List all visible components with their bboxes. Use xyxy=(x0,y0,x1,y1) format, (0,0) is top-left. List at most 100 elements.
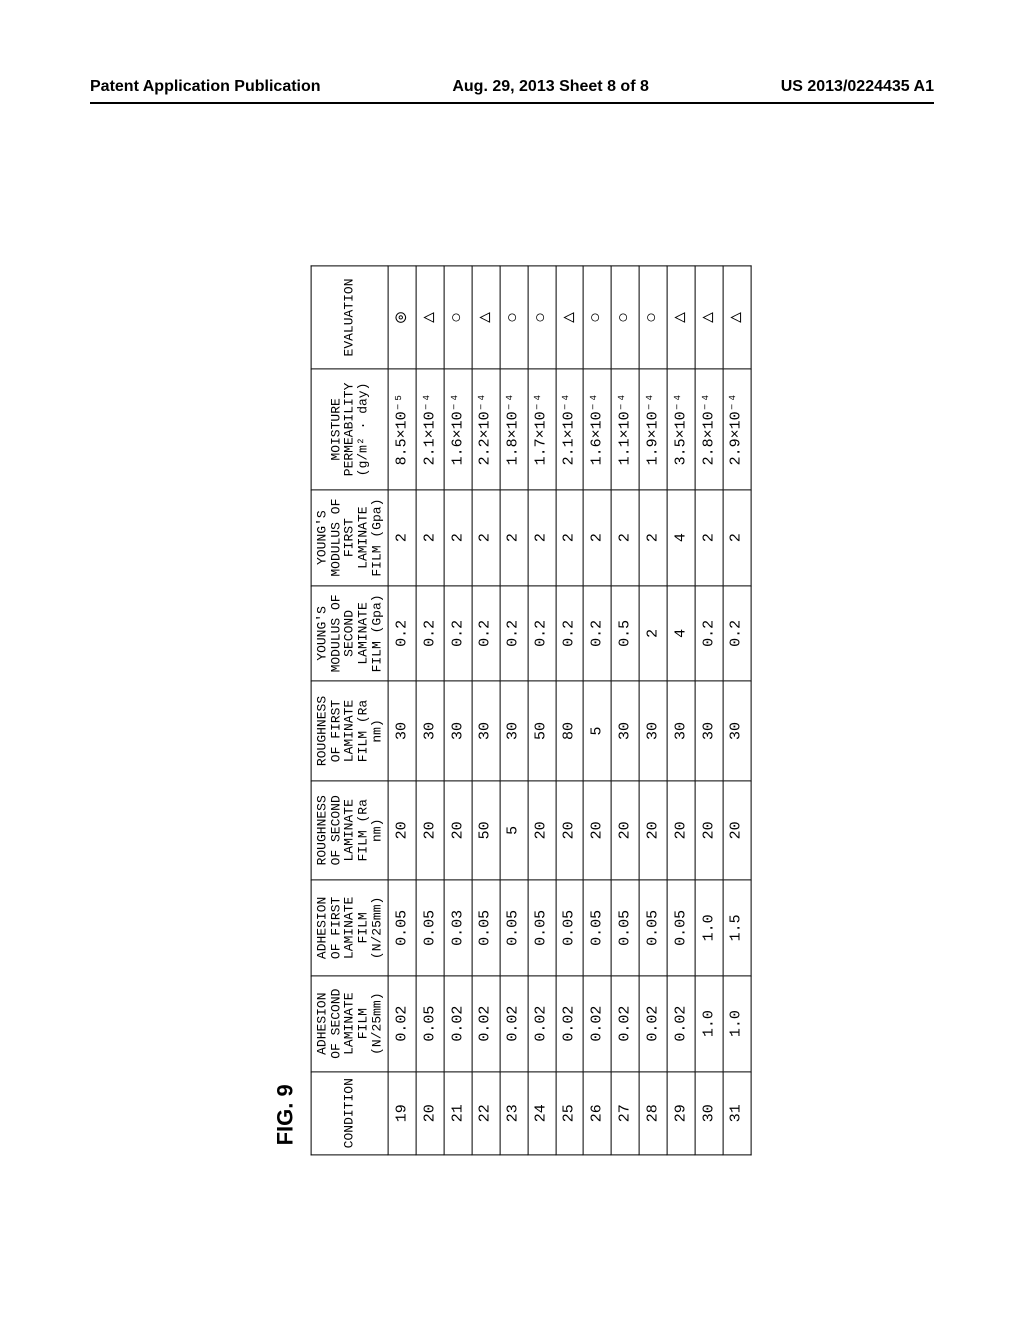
table-cell: 0.05 xyxy=(388,880,416,976)
rotated-content: FIG. 9 CONDITION ADHESION OF SECOND LAMI… xyxy=(273,265,752,1155)
header-left: Patent Application Publication xyxy=(90,78,321,96)
table-cell: △ xyxy=(667,266,695,369)
table-cell: 1.7×10⁻⁴ xyxy=(528,369,556,490)
table-row: 190.020.0520300.228.5×10⁻⁵◎ xyxy=(388,266,416,1155)
table-cell: 0.02 xyxy=(667,975,695,1071)
table-cell: 20 xyxy=(584,780,612,879)
table-cell: ○ xyxy=(528,266,556,369)
table-cell: 80 xyxy=(556,681,584,780)
table-cell: 2 xyxy=(472,489,500,585)
table-cell: 1.1×10⁻⁴ xyxy=(611,369,639,490)
table-cell: 2 xyxy=(444,489,472,585)
table-cell: 2 xyxy=(695,489,723,585)
table-cell: 0.02 xyxy=(388,975,416,1071)
table-cell: 30 xyxy=(695,681,723,780)
table-cell: 0.2 xyxy=(444,585,472,681)
table-cell: 2 xyxy=(723,489,751,585)
table-cell: 1.9×10⁻⁴ xyxy=(639,369,667,490)
table-cell: 2 xyxy=(388,489,416,585)
table-cell: ○ xyxy=(500,266,528,369)
table-cell: 0.05 xyxy=(639,880,667,976)
page-header: Patent Application Publication Aug. 29, … xyxy=(90,78,934,104)
table-cell: 0.05 xyxy=(556,880,584,976)
table-row: 200.050.0520300.222.1×10⁻⁴△ xyxy=(416,266,444,1155)
table-row: 220.020.0550300.222.2×10⁻⁴△ xyxy=(472,266,500,1155)
header-center: Aug. 29, 2013 Sheet 8 of 8 xyxy=(452,78,649,96)
table-cell: 20 xyxy=(528,780,556,879)
table-row: 260.020.052050.221.6×10⁻⁴○ xyxy=(584,266,612,1155)
table-cell: 1.8×10⁻⁴ xyxy=(500,369,528,490)
table-cell: 2 xyxy=(500,489,528,585)
table-cell: 30 xyxy=(500,681,528,780)
table-row: 230.020.055300.221.8×10⁻⁴○ xyxy=(500,266,528,1155)
table-row: 210.020.0320300.221.6×10⁻⁴○ xyxy=(444,266,472,1155)
table-cell: 2.2×10⁻⁴ xyxy=(472,369,500,490)
col-moisture: MOISTURE PERMEABILITY (g/m² · day) xyxy=(311,369,388,490)
table-cell: 27 xyxy=(611,1071,639,1154)
table-cell: 0.5 xyxy=(611,585,639,681)
table-cell: 30 xyxy=(388,681,416,780)
table-cell: 2.1×10⁻⁴ xyxy=(556,369,584,490)
table-cell: 4 xyxy=(667,585,695,681)
table-cell: 29 xyxy=(667,1071,695,1154)
table-header-row: CONDITION ADHESION OF SECOND LAMINATE FI… xyxy=(311,266,388,1155)
header-right: US 2013/0224435 A1 xyxy=(781,78,934,96)
table-cell: 0.02 xyxy=(639,975,667,1071)
table-cell: 1.5 xyxy=(723,880,751,976)
table-cell: 30 xyxy=(639,681,667,780)
table-cell: 0.02 xyxy=(611,975,639,1071)
table-row: 270.020.0520300.521.1×10⁻⁴○ xyxy=(611,266,639,1155)
table-cell: 20 xyxy=(444,780,472,879)
table-row: 240.020.0520500.221.7×10⁻⁴○ xyxy=(528,266,556,1155)
table-cell: 0.2 xyxy=(584,585,612,681)
table-cell: 24 xyxy=(528,1071,556,1154)
table-cell: ○ xyxy=(444,266,472,369)
table-cell: 30 xyxy=(444,681,472,780)
table-cell: 0.05 xyxy=(416,975,444,1071)
table-head: CONDITION ADHESION OF SECOND LAMINATE FI… xyxy=(311,266,388,1155)
table-cell: 0.02 xyxy=(584,975,612,1071)
col-adhesion-1st: ADHESION OF FIRST LAMINATE FILM (N/25mm) xyxy=(311,880,388,976)
table-row: 280.020.052030221.9×10⁻⁴○ xyxy=(639,266,667,1155)
col-adhesion-2nd: ADHESION OF SECOND LAMINATE FILM (N/25mm… xyxy=(311,975,388,1071)
table-cell: ○ xyxy=(639,266,667,369)
col-young-1st: YOUNG'S MODULUS OF FIRST LAMINATE FILM (… xyxy=(311,489,388,585)
table-cell: 1.0 xyxy=(695,975,723,1071)
table-cell: 0.03 xyxy=(444,880,472,976)
table-cell: 30 xyxy=(472,681,500,780)
table-cell: 2 xyxy=(639,585,667,681)
table-cell: 0.05 xyxy=(528,880,556,976)
figure-wrap: FIG. 9 CONDITION ADHESION OF SECOND LAMI… xyxy=(90,180,934,1240)
col-evaluation: EVALUATION xyxy=(311,266,388,369)
table-cell: 4 xyxy=(667,489,695,585)
table-body: 190.020.0520300.228.5×10⁻⁵◎200.050.05203… xyxy=(388,266,751,1155)
col-roughness-2nd: ROUGHNESS OF SECOND LAMINATE FILM (Ra nm… xyxy=(311,780,388,879)
table-cell: 0.2 xyxy=(723,585,751,681)
table-cell: 20 xyxy=(667,780,695,879)
table-cell: 0.02 xyxy=(444,975,472,1071)
table-cell: △ xyxy=(695,266,723,369)
table-cell: 5 xyxy=(500,780,528,879)
table-cell: △ xyxy=(556,266,584,369)
table-cell: 0.2 xyxy=(500,585,528,681)
table-cell: 30 xyxy=(695,1071,723,1154)
table-cell: 0.05 xyxy=(611,880,639,976)
table-cell: 20 xyxy=(723,780,751,879)
table-cell: 0.05 xyxy=(667,880,695,976)
table-cell: 2 xyxy=(556,489,584,585)
table-cell: 20 xyxy=(695,780,723,879)
table-cell: △ xyxy=(472,266,500,369)
table-row: 301.01.020300.222.8×10⁻⁴△ xyxy=(695,266,723,1155)
table-cell: 20 xyxy=(388,780,416,879)
table-cell: 0.05 xyxy=(472,880,500,976)
table-cell: 21 xyxy=(444,1071,472,1154)
table-cell: 2 xyxy=(528,489,556,585)
table-cell: 50 xyxy=(472,780,500,879)
table-cell: 19 xyxy=(388,1071,416,1154)
table-cell: 0.02 xyxy=(500,975,528,1071)
col-young-2nd: YOUNG'S MODULUS OF SECOND LAMINATE FILM … xyxy=(311,585,388,681)
table-cell: 2.1×10⁻⁴ xyxy=(416,369,444,490)
table-cell: 0.02 xyxy=(528,975,556,1071)
table-cell: 0.2 xyxy=(416,585,444,681)
table-cell: 1.0 xyxy=(695,880,723,976)
